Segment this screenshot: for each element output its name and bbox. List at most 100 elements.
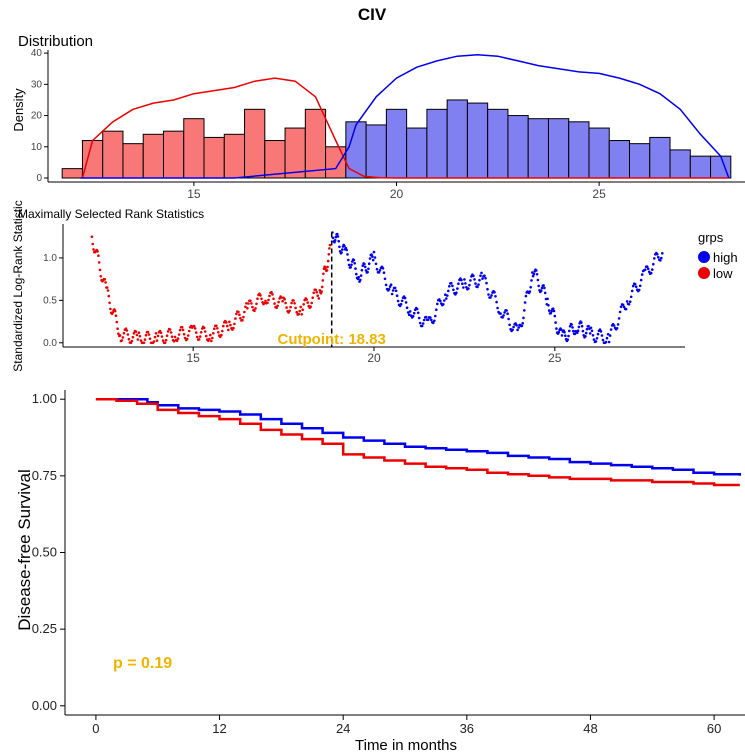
distribution-y-label: Density [11,88,26,132]
rank-stat-point-low [298,309,302,313]
rank-stat-point-low [106,289,110,292]
rank-stat-axes: 15 20 25 0.0 0.5 1.0 [43,224,685,365]
rank-stat-point-high [600,334,604,337]
rank-stat-point-low [131,335,135,339]
rank-stat-point-high [536,278,540,282]
rank-stat-point-low [221,329,224,333]
rank-stat-point-high [594,340,598,343]
rank-stat-point-high [473,278,476,281]
rank-stat-point-low [107,294,111,298]
rank-stat-point-low [250,302,253,305]
rank-stat-point-high [522,316,525,320]
rank-stat-point-low [142,341,146,345]
rank-stat-point-high [601,338,605,342]
rank-stat-point-high [382,271,386,275]
rank-stat-point-low [232,326,235,330]
histogram-bar-low [284,127,306,179]
rank-stat-point-low [289,305,292,309]
rank-stat-point-high [571,326,574,329]
rank-stat-point-low [172,340,176,343]
legend-high-label: high [713,250,738,265]
rank-stat-point-high [346,253,349,256]
rank-stat-point-low [193,327,197,330]
cutpoint-annotation: Cutpoint: 18.83 [278,331,386,348]
rank-stat-point-low [137,331,141,335]
rank-stat-point-high [566,338,569,342]
histogram-bar-low [244,108,266,179]
rank-stat-point-high [424,315,428,319]
rank-stat-point-high [652,262,655,266]
rank-stat-point-low [105,286,109,289]
rank-stat-point-high [359,274,363,277]
rank-stat-point-low [270,290,273,294]
rank-stat-point-high [630,289,634,293]
rank-stat-point-low [243,310,246,314]
rank-stat-point-low [316,294,320,298]
rank-stat-point-high [407,313,411,317]
rank-stat-point-high [490,294,493,297]
rank-stat-point-low [92,248,95,251]
rank-stat-point-high [345,248,349,252]
rank-stat-point-low [245,302,248,305]
rank-stat-point-low [275,306,278,310]
rank-stat-point-low [294,306,297,310]
rank-stat-point-low [187,329,191,333]
rank-stat-point-high [372,250,376,254]
rank-stat-point-low [288,309,291,313]
rank-stat-point-high [537,284,540,288]
rank-stat-point-high [357,275,361,279]
rank-stat-point-low [302,303,306,306]
rank-stat-point-low [234,317,237,320]
rank-stat-point-low [169,331,173,334]
rank-stat-point-low [180,325,184,329]
y-tick-label: 0 [36,173,42,184]
rank-stat-point-high [338,245,341,249]
rank-stat-point-low [175,339,179,343]
rank-stat-point-high [649,271,653,275]
rank-stat-point-low [90,235,94,238]
rank-stat-point-high [387,287,391,291]
rank-stat-point-high [467,287,470,290]
rank-stat-point-high [347,263,351,267]
rank-stat-point-low [166,330,170,333]
rank-stat-point-high [573,332,577,336]
rank-stat-point-high [624,307,628,311]
rank-stat-point-high [481,277,484,280]
rank-stat-point-low [104,281,107,284]
x-tick-label: 25 [592,187,606,201]
histogram-bar-high [446,99,468,179]
p-value-annotation: p = 0.19 [113,655,172,672]
rank-stat-point-high [483,274,486,278]
histogram-bar-high [365,124,387,179]
histogram-bar-high [345,121,367,179]
rank-stat-point-high [501,316,504,319]
rank-stat-point-high [508,323,511,327]
rank-stat-point-low [146,330,150,334]
rank-stat-point-low [272,297,275,301]
rank-stat-point-low [186,334,190,337]
rank-stat-point-high [435,308,438,312]
rank-stat-point-low [144,333,148,337]
rank-stat-point-high [564,334,567,338]
rank-stat-point-high [551,307,555,311]
rank-stat-point-high [540,286,544,290]
rank-stat-point-low [292,299,295,302]
rank-stat-point-low [168,328,172,331]
rank-stat-point-low [181,328,185,332]
rank-stat-point-high [377,271,381,274]
x-tick-label: 12 [212,721,226,736]
rank-stat-point-high [446,294,449,297]
rank-stat-point-high [585,327,589,331]
rank-stat-point-high [584,335,587,338]
rank-stat-point-high [363,262,366,266]
y-tick-label: 40 [31,48,43,59]
rank-stat-point-high [552,309,556,313]
rank-stat-point-high [643,268,647,272]
rank-stat-point-low [130,339,134,343]
rank-stat-point-high [353,262,357,265]
rank-stat-point-high [631,284,635,288]
survival-y-label: Disease-free Survival [15,469,34,631]
y-tick-label: 0.50 [32,545,57,560]
rank-stat-point-high [371,258,375,262]
rank-stat-point-high [628,300,632,304]
